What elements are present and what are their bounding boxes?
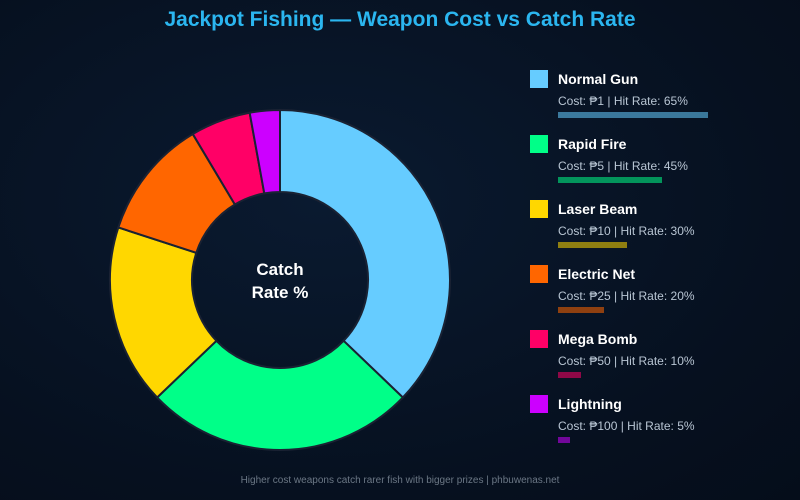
legend-name: Laser Beam: [558, 201, 638, 217]
legend-swatch: [530, 265, 548, 283]
legend-name: Lightning: [558, 396, 622, 412]
legend-name: Rapid Fire: [558, 136, 627, 152]
donut-slice-normal-gun: [279, 108, 451, 399]
legend-detail: Cost: ₱100 | Hit Rate: 5%: [558, 419, 695, 433]
legend-swatch: [530, 70, 548, 88]
legend-name: Mega Bomb: [558, 331, 638, 347]
legend-item-electric-net: Electric Net Cost: ₱25 | Hit Rate: 20%: [530, 265, 790, 330]
legend-detail: Cost: ₱25 | Hit Rate: 20%: [558, 289, 695, 303]
legend-swatch: [530, 135, 548, 153]
legend-item-lightning: Lightning Cost: ₱100 | Hit Rate: 5%: [530, 395, 790, 460]
chart-title: Jackpot Fishing — Weapon Cost vs Catch R…: [164, 8, 636, 31]
legend-item-laser-beam: Laser Beam Cost: ₱10 | Hit Rate: 30%: [530, 200, 790, 265]
legend-rate-bar: [558, 437, 570, 443]
legend-swatch: [530, 395, 548, 413]
legend-name: Electric Net: [558, 266, 636, 282]
legend-name: Normal Gun: [558, 71, 639, 87]
legend-rate-bar: [558, 372, 582, 378]
legend-rate-bar: [558, 177, 662, 183]
legend-swatch: [530, 200, 548, 218]
legend-item-normal-gun: Normal Gun Cost: ₱1 | Hit Rate: 65%: [530, 70, 790, 135]
legend-rate-bar: [558, 112, 708, 118]
legend-detail: Cost: ₱50 | Hit Rate: 10%: [558, 354, 695, 368]
donut-slice-lightning: [248, 108, 281, 195]
legend-rate-bar: [558, 242, 628, 248]
donut-slices: [109, 108, 451, 451]
legend-rate-bar: [558, 307, 605, 313]
center-label-line-2: Rate %: [252, 283, 309, 302]
legend-item-mega-bomb: Mega Bomb Cost: ₱50 | Hit Rate: 10%: [530, 330, 790, 395]
legend: Normal Gun Cost: ₱1 | Hit Rate: 65% Rapi…: [530, 70, 790, 460]
legend-detail: Cost: ₱5 | Hit Rate: 45%: [558, 159, 688, 173]
footer-note: Higher cost weapons catch rarer fish wit…: [240, 475, 560, 486]
legend-swatch: [530, 330, 548, 348]
center-label-line-1: Catch: [256, 260, 303, 279]
legend-detail: Cost: ₱10 | Hit Rate: 30%: [558, 224, 695, 238]
donut-slice-rapid-fire: [155, 339, 405, 451]
legend-item-rapid-fire: Rapid Fire Cost: ₱5 | Hit Rate: 45%: [530, 135, 790, 200]
legend-detail: Cost: ₱1 | Hit Rate: 65%: [558, 94, 688, 108]
